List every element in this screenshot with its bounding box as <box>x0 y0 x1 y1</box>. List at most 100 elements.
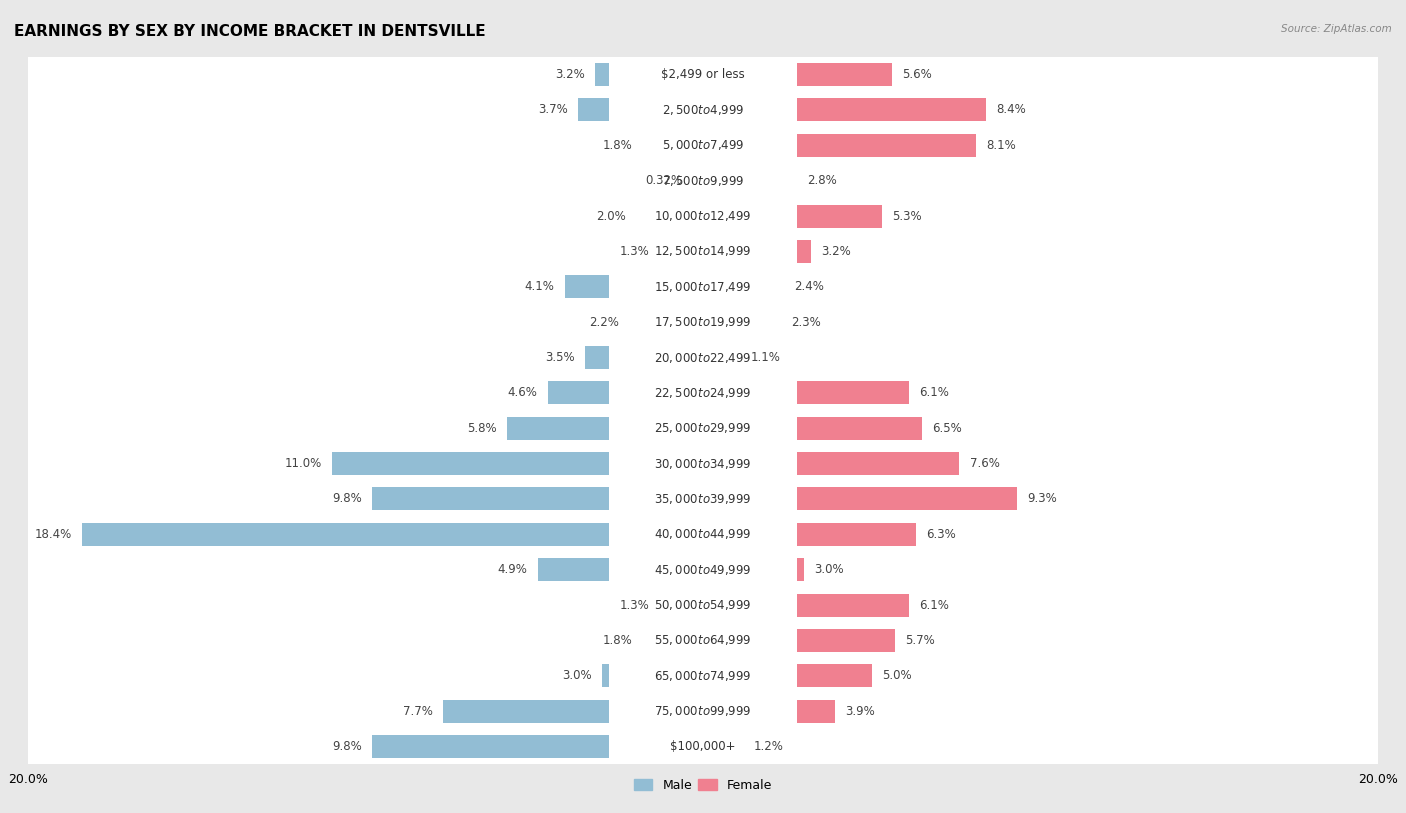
Bar <box>797 98 987 121</box>
Text: $5,000 to $7,499: $5,000 to $7,499 <box>662 138 744 152</box>
Text: 1.3%: 1.3% <box>619 598 650 611</box>
Bar <box>602 664 609 687</box>
Text: 2.2%: 2.2% <box>589 315 619 328</box>
Bar <box>585 346 609 369</box>
Text: 4.6%: 4.6% <box>508 386 537 399</box>
Text: 3.2%: 3.2% <box>555 68 585 81</box>
Text: EARNINGS BY SEX BY INCOME BRACKET IN DENTSVILLE: EARNINGS BY SEX BY INCOME BRACKET IN DEN… <box>14 24 485 39</box>
Text: 7.6%: 7.6% <box>970 457 1000 470</box>
Legend: Male, Female: Male, Female <box>628 774 778 797</box>
Text: 3.5%: 3.5% <box>546 351 575 364</box>
Text: 1.1%: 1.1% <box>751 351 780 364</box>
Text: $55,000 to $64,999: $55,000 to $64,999 <box>654 633 752 647</box>
Text: 1.3%: 1.3% <box>619 245 650 258</box>
Text: $75,000 to $99,999: $75,000 to $99,999 <box>654 704 752 718</box>
FancyBboxPatch shape <box>28 659 1378 693</box>
Bar <box>797 664 872 687</box>
FancyBboxPatch shape <box>28 481 1378 517</box>
FancyBboxPatch shape <box>28 304 1378 340</box>
Text: $22,500 to $24,999: $22,500 to $24,999 <box>654 386 752 400</box>
FancyBboxPatch shape <box>28 623 1378 659</box>
Text: $100,000+: $100,000+ <box>671 740 735 753</box>
Text: 5.6%: 5.6% <box>903 68 932 81</box>
Text: 5.7%: 5.7% <box>905 634 935 647</box>
Bar <box>578 98 609 121</box>
Text: 9.3%: 9.3% <box>1026 493 1057 506</box>
Text: $40,000 to $44,999: $40,000 to $44,999 <box>654 528 752 541</box>
Text: $45,000 to $49,999: $45,000 to $49,999 <box>654 563 752 576</box>
Text: 3.7%: 3.7% <box>538 103 568 116</box>
Bar <box>797 381 908 404</box>
Text: 2.8%: 2.8% <box>807 174 838 187</box>
Text: 8.1%: 8.1% <box>987 139 1017 152</box>
Text: $30,000 to $34,999: $30,000 to $34,999 <box>654 457 752 471</box>
Text: $15,000 to $17,499: $15,000 to $17,499 <box>654 280 752 293</box>
Bar <box>565 276 609 298</box>
FancyBboxPatch shape <box>28 517 1378 552</box>
Text: $35,000 to $39,999: $35,000 to $39,999 <box>654 492 752 506</box>
FancyBboxPatch shape <box>28 552 1378 587</box>
Text: 2.4%: 2.4% <box>794 280 824 293</box>
FancyBboxPatch shape <box>28 411 1378 446</box>
Bar <box>373 488 609 511</box>
Text: 3.0%: 3.0% <box>562 669 592 682</box>
Text: 6.5%: 6.5% <box>932 422 962 435</box>
Text: 9.8%: 9.8% <box>332 493 363 506</box>
Bar <box>797 205 882 228</box>
Text: 5.0%: 5.0% <box>882 669 911 682</box>
Bar <box>82 523 609 546</box>
Text: $25,000 to $29,999: $25,000 to $29,999 <box>654 421 752 435</box>
Bar <box>797 488 1017 511</box>
Text: 4.1%: 4.1% <box>524 280 554 293</box>
Text: $50,000 to $54,999: $50,000 to $54,999 <box>654 598 752 612</box>
Text: 6.1%: 6.1% <box>920 598 949 611</box>
Text: 3.2%: 3.2% <box>821 245 851 258</box>
Bar <box>537 559 609 581</box>
FancyBboxPatch shape <box>28 234 1378 269</box>
Bar <box>797 523 915 546</box>
Bar <box>797 700 835 723</box>
Text: 5.3%: 5.3% <box>891 210 921 223</box>
Bar <box>797 593 908 616</box>
FancyBboxPatch shape <box>28 340 1378 375</box>
Bar <box>373 735 609 758</box>
Bar <box>332 452 609 475</box>
Text: 3.0%: 3.0% <box>814 563 844 576</box>
Bar <box>797 629 896 652</box>
Bar <box>797 417 922 440</box>
FancyBboxPatch shape <box>28 163 1378 198</box>
Text: $2,499 or less: $2,499 or less <box>661 68 745 81</box>
Bar <box>797 452 959 475</box>
Bar <box>797 559 804 581</box>
Bar <box>443 700 609 723</box>
Text: 9.8%: 9.8% <box>332 740 363 753</box>
FancyBboxPatch shape <box>28 92 1378 128</box>
Text: $20,000 to $22,499: $20,000 to $22,499 <box>654 350 752 364</box>
Text: $10,000 to $12,499: $10,000 to $12,499 <box>654 209 752 223</box>
Text: $65,000 to $74,999: $65,000 to $74,999 <box>654 669 752 683</box>
FancyBboxPatch shape <box>28 128 1378 163</box>
Bar <box>548 381 609 404</box>
Bar <box>595 63 609 86</box>
Bar <box>797 240 811 263</box>
Text: 2.3%: 2.3% <box>790 315 821 328</box>
Text: $17,500 to $19,999: $17,500 to $19,999 <box>654 315 752 329</box>
Text: Source: ZipAtlas.com: Source: ZipAtlas.com <box>1281 24 1392 34</box>
Text: 8.4%: 8.4% <box>997 103 1026 116</box>
Text: 5.8%: 5.8% <box>468 422 498 435</box>
FancyBboxPatch shape <box>28 587 1378 623</box>
FancyBboxPatch shape <box>28 446 1378 481</box>
Text: 7.7%: 7.7% <box>404 705 433 718</box>
FancyBboxPatch shape <box>28 729 1378 764</box>
Text: $7,500 to $9,999: $7,500 to $9,999 <box>662 174 744 188</box>
Text: 2.0%: 2.0% <box>596 210 626 223</box>
FancyBboxPatch shape <box>28 375 1378 411</box>
Bar <box>508 417 609 440</box>
FancyBboxPatch shape <box>28 198 1378 234</box>
Text: 1.8%: 1.8% <box>602 634 633 647</box>
Text: 3.9%: 3.9% <box>845 705 875 718</box>
Text: $12,500 to $14,999: $12,500 to $14,999 <box>654 245 752 259</box>
Text: 11.0%: 11.0% <box>284 457 322 470</box>
Text: 6.1%: 6.1% <box>920 386 949 399</box>
FancyBboxPatch shape <box>28 269 1378 304</box>
